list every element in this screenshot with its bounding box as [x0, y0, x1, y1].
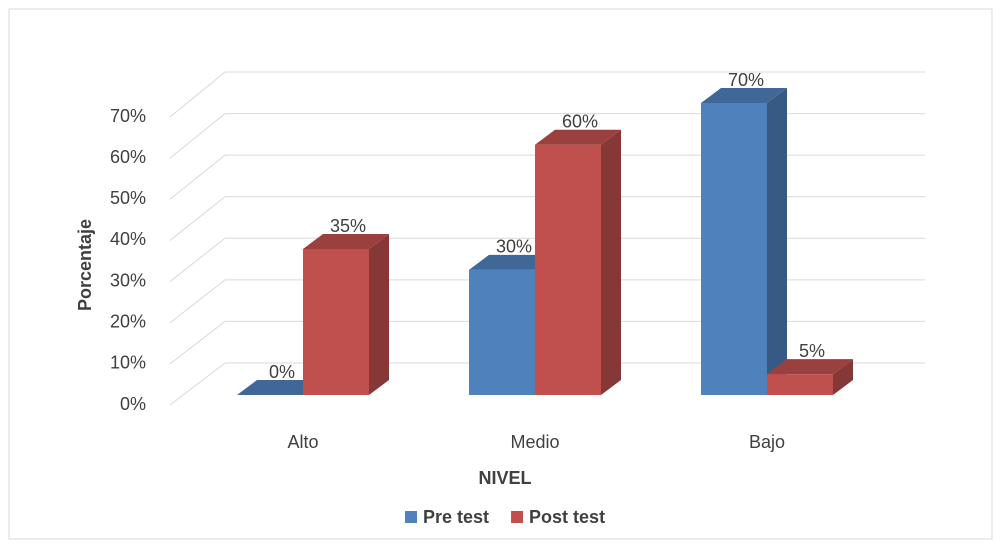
- y-tick-label: 20%: [110, 311, 146, 331]
- bar-top: [469, 254, 555, 270]
- y-tick-label: 60%: [110, 147, 146, 167]
- bar: [701, 103, 767, 395]
- legend-label: Post test: [529, 507, 605, 527]
- bar-side: [767, 88, 787, 395]
- grid-line-side: [169, 71, 226, 118]
- value-label: 60%: [562, 111, 598, 131]
- value-label: 30%: [496, 237, 532, 257]
- y-axis-label: Porcentaje: [75, 219, 95, 311]
- grid-line-side: [169, 321, 226, 365]
- bar-side: [369, 234, 389, 395]
- value-label: 35%: [330, 216, 366, 236]
- y-tick-label: 50%: [110, 188, 146, 208]
- value-label: 5%: [799, 341, 825, 361]
- legend-swatch: [511, 511, 524, 523]
- value-label: 0%: [269, 362, 295, 382]
- value-label: 70%: [728, 70, 764, 90]
- y-tick-label: 0%: [120, 394, 146, 414]
- x-tick-label: Bajo: [749, 432, 785, 452]
- legend-swatch: [405, 511, 417, 523]
- grid-line-side: [169, 154, 226, 200]
- bar-side: [601, 129, 621, 395]
- bar-top: [767, 359, 853, 375]
- y-tick-label: 70%: [110, 106, 146, 126]
- x-axis-label: NIVEL: [478, 468, 531, 488]
- bar: [535, 144, 601, 395]
- bar: [469, 269, 535, 395]
- bar-side: [833, 359, 853, 395]
- bar-top: [303, 234, 389, 249]
- y-tick-label: 30%: [110, 270, 146, 290]
- y-tick-label: 40%: [110, 229, 146, 249]
- grid-line-side: [169, 279, 226, 324]
- bar-top: [701, 88, 787, 103]
- x-tick-label: Alto: [287, 432, 318, 452]
- grid-line-side: [169, 362, 226, 406]
- bar-top: [535, 129, 621, 145]
- legend-label: Pre test: [423, 507, 489, 527]
- x-tick-label: Medio: [510, 432, 559, 452]
- bar: [303, 249, 369, 395]
- bar-top: [237, 380, 323, 395]
- bar: [767, 374, 833, 395]
- grid-line-side: [169, 237, 226, 282]
- y-tick-label: 10%: [110, 353, 146, 373]
- grid-line-side: [169, 113, 226, 159]
- grid-line-side: [169, 196, 226, 241]
